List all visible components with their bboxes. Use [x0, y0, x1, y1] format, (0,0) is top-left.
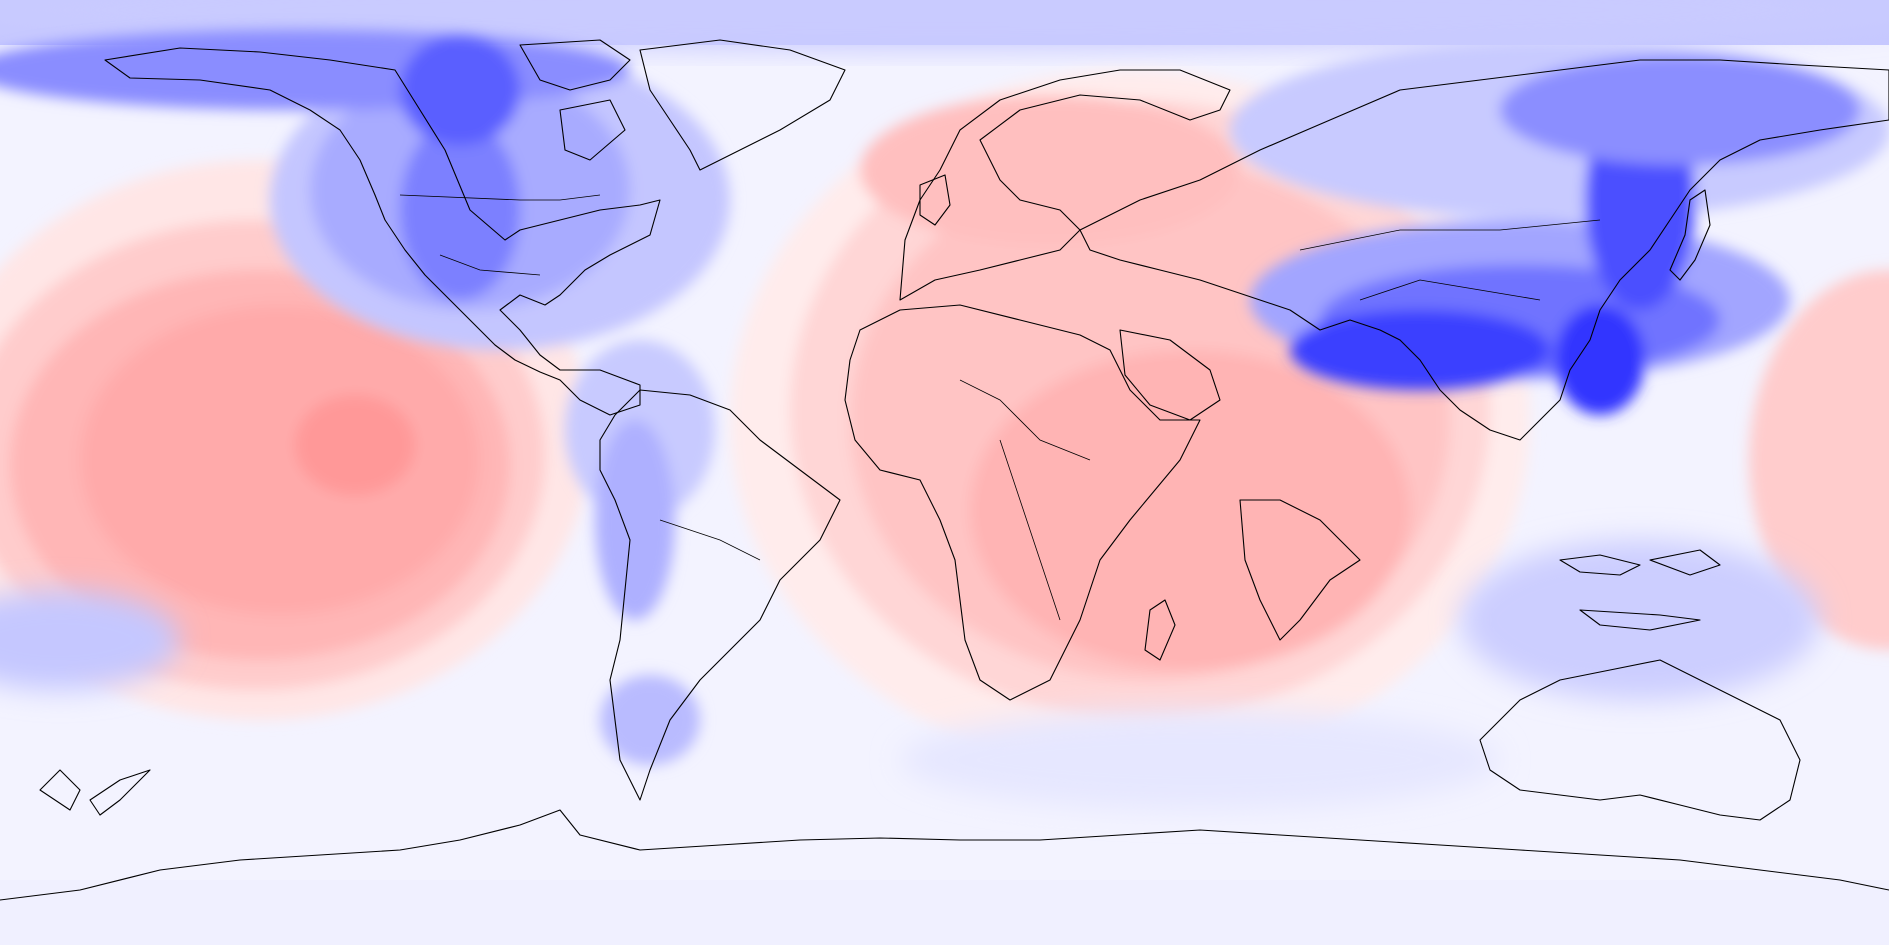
border-canada-us: [399, 194, 601, 201]
coast-arabia: [1119, 329, 1221, 421]
border-samerica-a: [659, 519, 761, 561]
coast-europe: [899, 69, 1231, 301]
border-asia-a: [1299, 219, 1601, 251]
coast-greenland: [639, 39, 846, 171]
field-namerica-cold: [0, 30, 730, 350]
coast-japan: [1669, 189, 1711, 281]
coast-india: [1239, 499, 1361, 641]
field-asia-cold: [1230, 40, 1889, 415]
field-samerica-cold: [565, 340, 715, 765]
coast-new-zealand: [39, 769, 151, 816]
coast-antarctica: [0, 809, 1889, 901]
coast-africa: [844, 304, 1201, 701]
border-asia-b: [1359, 279, 1541, 301]
coast-arctic-islands: [519, 39, 631, 161]
border-africa-b: [999, 439, 1061, 621]
coast-madagascar: [1144, 599, 1176, 661]
border-us-mexico: [439, 254, 541, 276]
coast-south-america: [599, 389, 841, 801]
country-borders: [399, 194, 1601, 621]
coast-asia: [1079, 59, 1889, 441]
coast-north-america: [104, 47, 661, 416]
field-south-band: [0, 880, 1889, 945]
field-south-cold: [0, 540, 1820, 810]
field-east-warm: [1749, 270, 1889, 650]
coast-indonesia: [1559, 549, 1721, 631]
coast-british-isles: [919, 174, 951, 226]
coast-australia: [1479, 659, 1801, 821]
coastlines: [0, 39, 1889, 901]
border-africa-a: [959, 379, 1091, 461]
